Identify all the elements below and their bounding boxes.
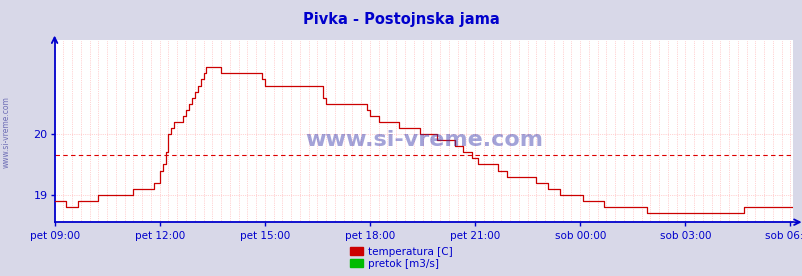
Text: Pivka - Postojnska jama: Pivka - Postojnska jama [302,12,500,27]
Text: www.si-vreme.com: www.si-vreme.com [305,130,542,150]
Legend: temperatura [C], pretok [m3/s]: temperatura [C], pretok [m3/s] [348,245,454,271]
Text: www.si-vreme.com: www.si-vreme.com [2,97,11,168]
